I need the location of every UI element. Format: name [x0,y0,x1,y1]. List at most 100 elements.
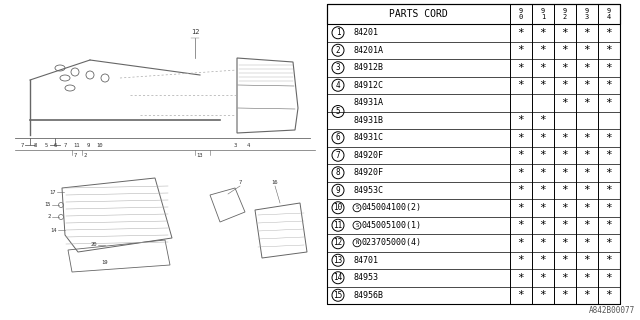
Text: 9
2: 9 2 [563,8,567,20]
Text: 023705000(4): 023705000(4) [362,238,422,247]
Bar [327,4,620,24]
Text: *: * [518,290,524,300]
Text: *: * [562,273,568,283]
Text: *: * [518,255,524,265]
Text: 84931C: 84931C [353,133,383,142]
Text: 84701: 84701 [353,256,378,265]
Text: 12: 12 [333,238,342,247]
Text: 8: 8 [33,143,36,148]
Text: *: * [584,80,590,90]
Text: *: * [540,273,547,283]
Text: S: S [355,205,358,210]
Text: 3: 3 [336,63,340,72]
Text: *: * [605,150,612,160]
Text: 9
0: 9 0 [519,8,523,20]
Text: *: * [605,255,612,265]
Text: *: * [605,203,612,213]
Text: 84931A: 84931A [353,98,383,107]
Text: *: * [540,255,547,265]
Text: 9
3: 9 3 [585,8,589,20]
Text: *: * [540,80,547,90]
Text: *: * [518,133,524,143]
Text: *: * [540,150,547,160]
Text: *: * [562,63,568,73]
Text: *: * [562,98,568,108]
Text: *: * [562,150,568,160]
Text: 84912B: 84912B [353,63,383,72]
Text: *: * [562,45,568,55]
Text: *: * [562,220,568,230]
Text: *: * [584,255,590,265]
Text: 9: 9 [336,186,340,195]
Text: *: * [605,273,612,283]
Text: *: * [584,133,590,143]
Text: *: * [562,203,568,213]
Text: 4: 4 [246,143,250,148]
Text: 84912C: 84912C [353,81,383,90]
Text: *: * [605,45,612,55]
Text: 5: 5 [44,143,47,148]
Text: *: * [605,238,612,248]
Text: 7: 7 [238,180,242,185]
Text: 11: 11 [333,221,342,230]
Text: 13: 13 [196,153,204,158]
Text: *: * [562,28,568,38]
Text: *: * [518,115,524,125]
Text: *: * [605,63,612,73]
Text: *: * [584,45,590,55]
Text: 10: 10 [97,143,103,148]
Text: *: * [562,185,568,195]
Text: *: * [540,63,547,73]
Text: *: * [518,80,524,90]
Text: *: * [518,203,524,213]
Text: *: * [584,238,590,248]
Text: *: * [540,115,547,125]
Text: 045005100(1): 045005100(1) [362,221,422,230]
Text: 1: 1 [336,28,340,37]
Text: 7: 7 [63,143,67,148]
Text: *: * [518,185,524,195]
Text: *: * [605,185,612,195]
Text: 7: 7 [74,153,77,158]
Text: *: * [540,133,547,143]
Text: 12: 12 [191,29,199,35]
Text: 19: 19 [102,260,108,265]
Text: 84931B: 84931B [353,116,383,125]
Text: 7: 7 [336,151,340,160]
Text: *: * [584,63,590,73]
Text: *: * [562,168,568,178]
Text: *: * [518,168,524,178]
Text: 9
4: 9 4 [607,8,611,20]
Text: 17: 17 [49,189,56,195]
Text: *: * [605,290,612,300]
Text: *: * [562,80,568,90]
Text: 15: 15 [45,203,51,207]
Text: *: * [584,28,590,38]
Text: *: * [584,203,590,213]
Text: 84920F: 84920F [353,168,383,177]
Text: 84956B: 84956B [353,291,383,300]
Text: *: * [584,150,590,160]
Text: *: * [605,168,612,178]
Text: *: * [540,220,547,230]
Text: 84201: 84201 [353,28,378,37]
Text: A842B00077: A842B00077 [589,306,635,315]
Text: *: * [605,28,612,38]
Text: PARTS CORD: PARTS CORD [389,9,448,19]
Text: 4: 4 [336,81,340,90]
Text: *: * [584,220,590,230]
Text: N: N [355,240,358,245]
Text: *: * [562,133,568,143]
Text: *: * [540,290,547,300]
Text: *: * [605,220,612,230]
Text: *: * [584,185,590,195]
Text: 3: 3 [234,143,237,148]
Text: 9
1: 9 1 [541,8,545,20]
Text: 20: 20 [90,243,97,247]
Text: *: * [540,185,547,195]
Text: 84953C: 84953C [353,186,383,195]
Text: *: * [518,63,524,73]
Text: *: * [540,45,547,55]
Text: *: * [518,28,524,38]
Text: 8: 8 [336,168,340,177]
